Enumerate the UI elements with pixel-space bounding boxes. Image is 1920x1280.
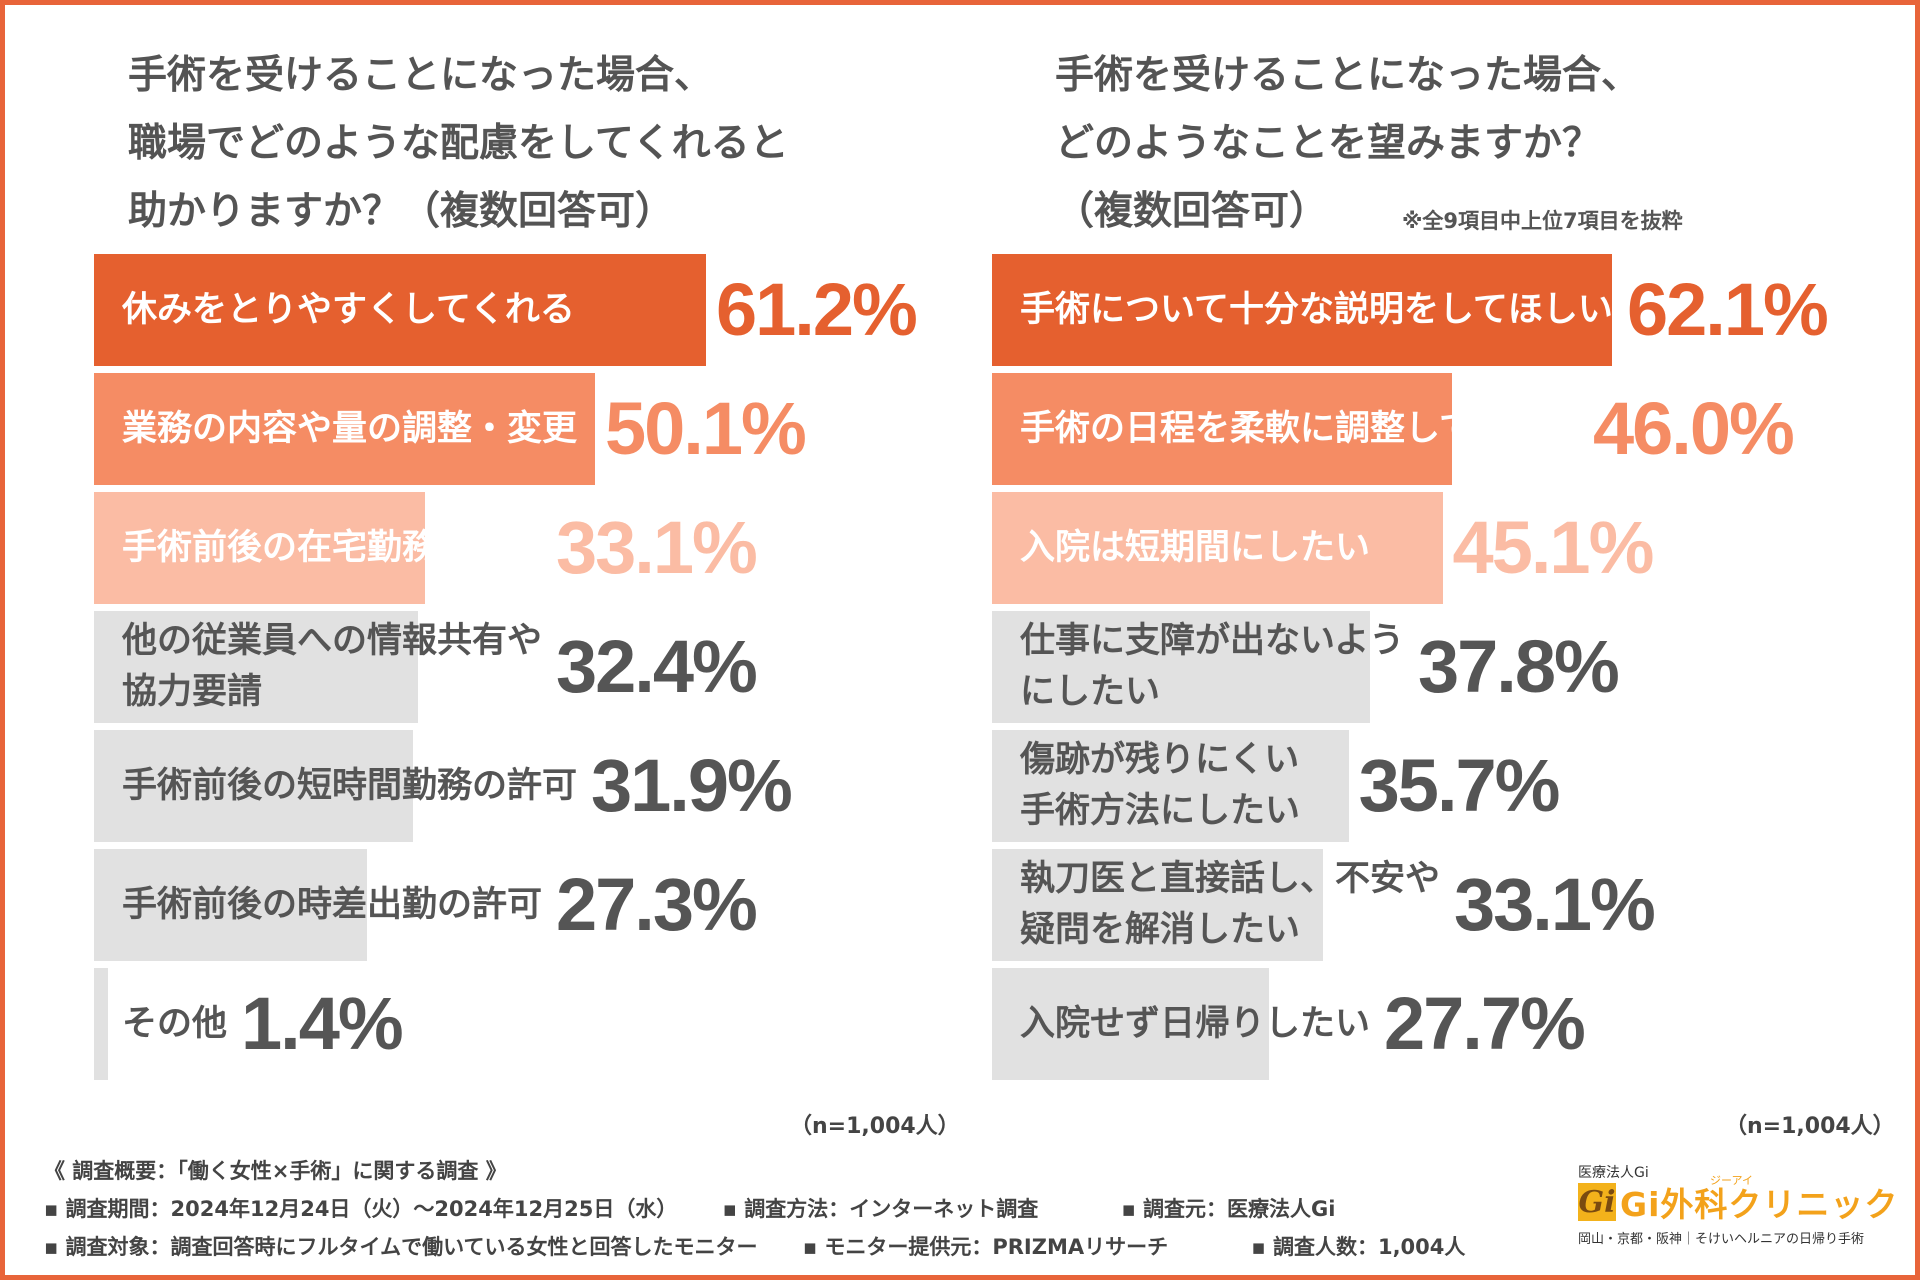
survey-overview: 《 調査概要：「働く女性×手術」に関する調査 》 ▪ 調査期間：2024年12月…	[44, 1152, 1465, 1266]
right-sample-size: （n=1,004人）	[1725, 1114, 1895, 1139]
right-title-line-3: （複数回答可）	[1055, 189, 1329, 234]
left-title-line-2: 職場でどのような配慮をしてくれると	[128, 121, 789, 166]
survey-count: ▪ 調査人数：1,004人	[1251, 1235, 1466, 1259]
survey-target: ▪ 調査対象：調査回答時にフルタイムで働いている女性と回答したモニター	[44, 1235, 758, 1259]
logo-main: Gi Gi外科クリニック	[1578, 1178, 1898, 1226]
survey-source: ▪ 調査元：医療法人Gi	[1121, 1197, 1336, 1221]
logo-org-name: 医療法人Gi	[1578, 1165, 1649, 1181]
logo-mark-icon: Gi	[1578, 1183, 1616, 1221]
right-title-line-2: どのようなことを望みますか？	[1055, 121, 1602, 166]
left-chart-title: 手術を受けることになった場合、 職場でどのような配慮をしてくれると 助かりますか…	[128, 42, 789, 246]
left-title-line-3: 助かりますか？（複数回答可）	[128, 189, 675, 234]
logo-ruby: ジーアイ	[1710, 1174, 1754, 1187]
logo-tagline: 岡山・京都・阪神｜そけいヘルニアの日帰り手術	[1578, 1232, 1865, 1247]
right-title-line-1: 手術を受けることになった場合、	[1055, 53, 1641, 98]
survey-method: ▪ 調査方法：インターネット調査	[722, 1197, 1039, 1221]
survey-overview-title: 《 調査概要：「働く女性×手術」に関する調査 》	[44, 1159, 507, 1183]
left-sample-size: （n=1,004人）	[790, 1114, 960, 1139]
logo-clinic-name: Gi外科クリニック	[1620, 1185, 1899, 1224]
survey-row-1: ▪ 調査期間：2024年12月24日（火）～2024年12月25日（水） ▪ 調…	[44, 1190, 1465, 1228]
survey-period: ▪ 調査期間：2024年12月24日（火）～2024年12月25日（水）	[44, 1197, 678, 1221]
left-title-line-1: 手術を受けることになった場合、	[128, 53, 714, 98]
survey-row-2: ▪ 調査対象：調査回答時にフルタイムで働いている女性と回答したモニター ▪ モニ…	[44, 1228, 1465, 1266]
right-chart-title: 手術を受けることになった場合、 どのようなことを望みますか？ （複数回答可）	[1055, 42, 1640, 246]
clinic-logo: 医療法人Gi ジーアイ Gi Gi外科クリニック 岡山・京都・阪神｜そけいヘルニ…	[1578, 1162, 1897, 1252]
excerpt-note: ※全9項目中上位7項目を抜粋	[1402, 209, 1683, 233]
survey-monitor: ▪ モニター提供元：PRIZMAリサーチ	[802, 1235, 1169, 1259]
